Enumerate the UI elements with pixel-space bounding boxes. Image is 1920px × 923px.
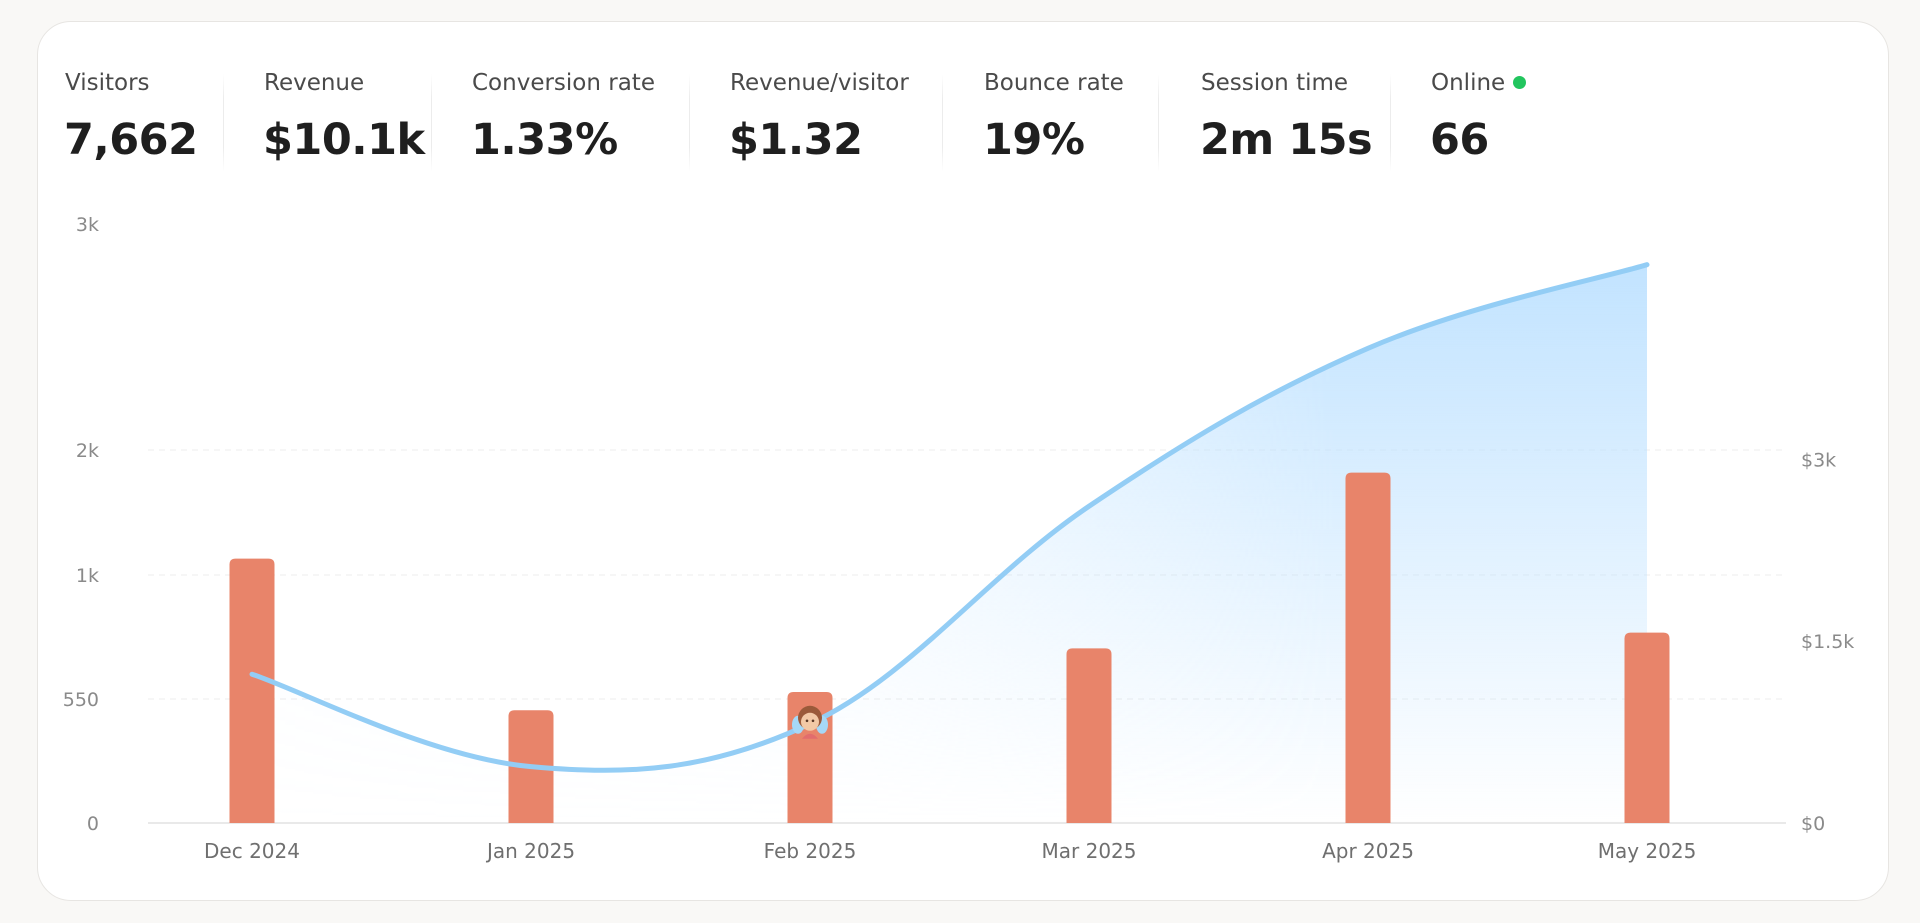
stats-row: Visitors 7,662 Revenue $10.1k Conversion… (38, 46, 1888, 172)
y2-tick-label: $1.5k (1801, 631, 1854, 653)
y-tick-label: 1k (76, 565, 99, 587)
x-tick-label: Dec 2024 (204, 839, 300, 863)
x-tick-label: Mar 2025 (1042, 839, 1137, 863)
stat-value: 19% (983, 115, 1085, 165)
stat-value: 66 (1430, 115, 1489, 165)
stat-value: $10.1k (263, 115, 425, 165)
x-tick-label: Feb 2025 (764, 839, 857, 863)
y2-tick-label: $3k (1801, 449, 1836, 471)
stat-value: 1.33% (471, 115, 618, 165)
stat-divider (942, 74, 943, 172)
stat-label: Conversion rate (472, 70, 655, 96)
stat-label: Bounce rate (984, 70, 1124, 96)
stat-label: Visitors (65, 70, 150, 96)
stat-divider (223, 74, 224, 172)
analytics-card: Visitors 7,662 Revenue $10.1k Conversion… (37, 21, 1889, 901)
bar-dec-2024 (229, 558, 275, 823)
stat-divider (689, 74, 690, 172)
y-tick-label: 0 (87, 813, 99, 835)
visitors-line (249, 262, 1650, 773)
line-area (252, 264, 1647, 823)
x-tick-label: May 2025 (1598, 839, 1697, 863)
stat-label: Revenue/visitor (730, 70, 909, 96)
stat-value: 2m 15s (1200, 115, 1373, 165)
y-tick-label: 550 (63, 689, 99, 711)
y2-tick-label: $0 (1801, 813, 1825, 835)
bar-mar-2025 (1066, 648, 1112, 823)
stat-label: Revenue (264, 70, 365, 96)
stat-label-text: Online (1431, 70, 1506, 96)
stat-label: Session time (1201, 70, 1349, 96)
stat-divider (1158, 74, 1159, 172)
y-tick-label: 3k (76, 214, 99, 236)
bar-apr-2025 (1345, 472, 1391, 823)
y-tick-label: 2k (76, 440, 99, 462)
stat-value: 7,662 (64, 115, 198, 165)
revenue-visitors-chart: 0 550 1k 2k 3k $0 $1.5k $3k Dec 2024 Jan 2025 Feb … (63, 214, 1855, 863)
stat-label: Online (1431, 70, 1527, 96)
stat-value: $1.32 (729, 115, 863, 165)
stat-divider (1390, 74, 1391, 172)
online-status-dot-icon (1513, 76, 1527, 89)
stat-divider (431, 74, 432, 172)
avatar-face-icon[interactable] (792, 705, 828, 739)
x-tick-label: Jan 2025 (485, 839, 575, 863)
bar-may-2025 (1624, 632, 1670, 823)
x-tick-label: Apr 2025 (1322, 839, 1414, 863)
